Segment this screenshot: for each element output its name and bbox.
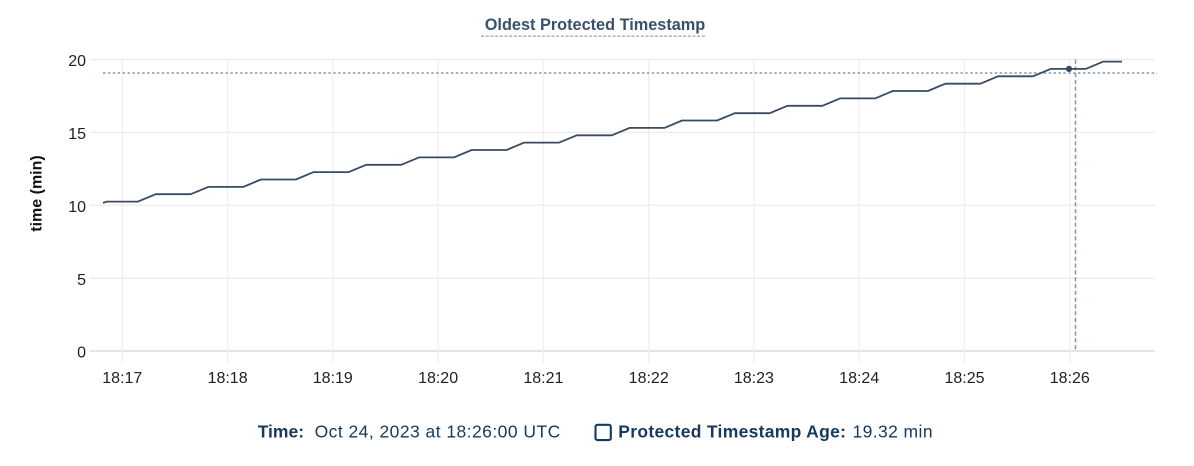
svg-text:10: 10: [68, 199, 86, 216]
svg-text:18:23: 18:23: [734, 370, 774, 387]
svg-text:18:24: 18:24: [839, 370, 879, 387]
svg-text:18:21: 18:21: [523, 370, 563, 387]
svg-text:5: 5: [77, 272, 86, 289]
svg-text:18:20: 18:20: [418, 370, 458, 387]
svg-text:18:25: 18:25: [944, 370, 984, 387]
svg-text:18:19: 18:19: [313, 370, 353, 387]
svg-text:18:17: 18:17: [102, 370, 142, 387]
svg-text:15: 15: [68, 126, 86, 143]
svg-text:18:26: 18:26: [1050, 370, 1090, 387]
svg-text:Oldest Protected Timestamp: Oldest Protected Timestamp: [485, 16, 706, 34]
svg-text:0: 0: [77, 345, 86, 362]
svg-text:Time:: Time:: [258, 422, 304, 442]
svg-text:Oct 24, 2023 at 18:26:00 UTC: Oct 24, 2023 at 18:26:00 UTC: [315, 422, 561, 442]
svg-text:19.32 min: 19.32 min: [853, 422, 933, 442]
svg-text:18:18: 18:18: [208, 370, 248, 387]
svg-text:18:22: 18:22: [629, 370, 669, 387]
svg-text:Protected Timestamp Age:: Protected Timestamp Age:: [618, 422, 846, 442]
svg-text:time (min): time (min): [29, 155, 46, 231]
svg-text:20: 20: [68, 53, 86, 70]
